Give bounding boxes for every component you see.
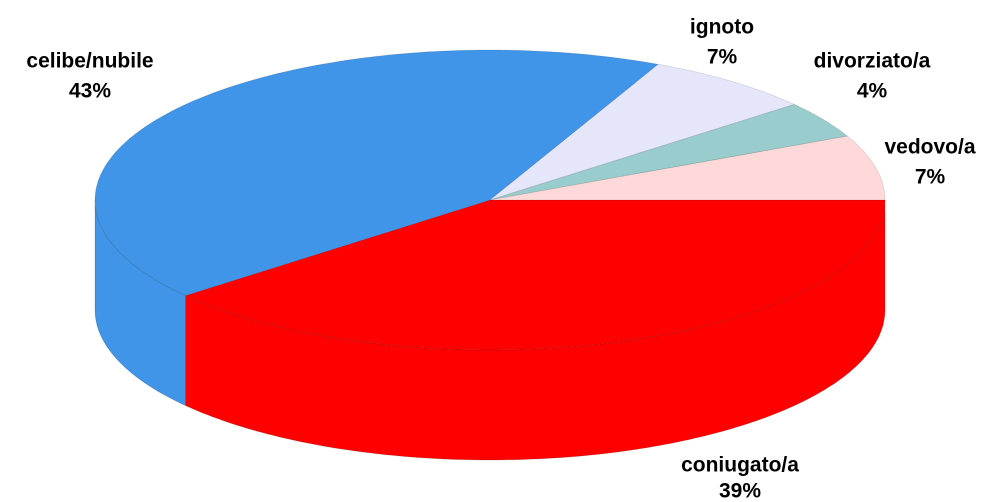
slice-value-label: 7% — [707, 46, 738, 69]
slice-value-label: 39% — [719, 480, 761, 502]
slice-label: vedovo/a — [884, 136, 975, 159]
slice — [94, 49, 660, 297]
slice — [489, 135, 886, 201]
slice — [489, 63, 796, 201]
slice-label: divorziato/a — [814, 50, 931, 73]
slice-label: ignoto — [690, 16, 754, 39]
slice-label: coniugato/a — [681, 454, 799, 477]
slice-value-label: 4% — [857, 80, 888, 103]
slice — [489, 103, 849, 201]
slice-label: celibe/nubile — [26, 50, 153, 73]
slice — [184, 199, 886, 351]
slice-value-label: 43% — [69, 80, 111, 103]
slice-value-label: 7% — [915, 166, 946, 189]
